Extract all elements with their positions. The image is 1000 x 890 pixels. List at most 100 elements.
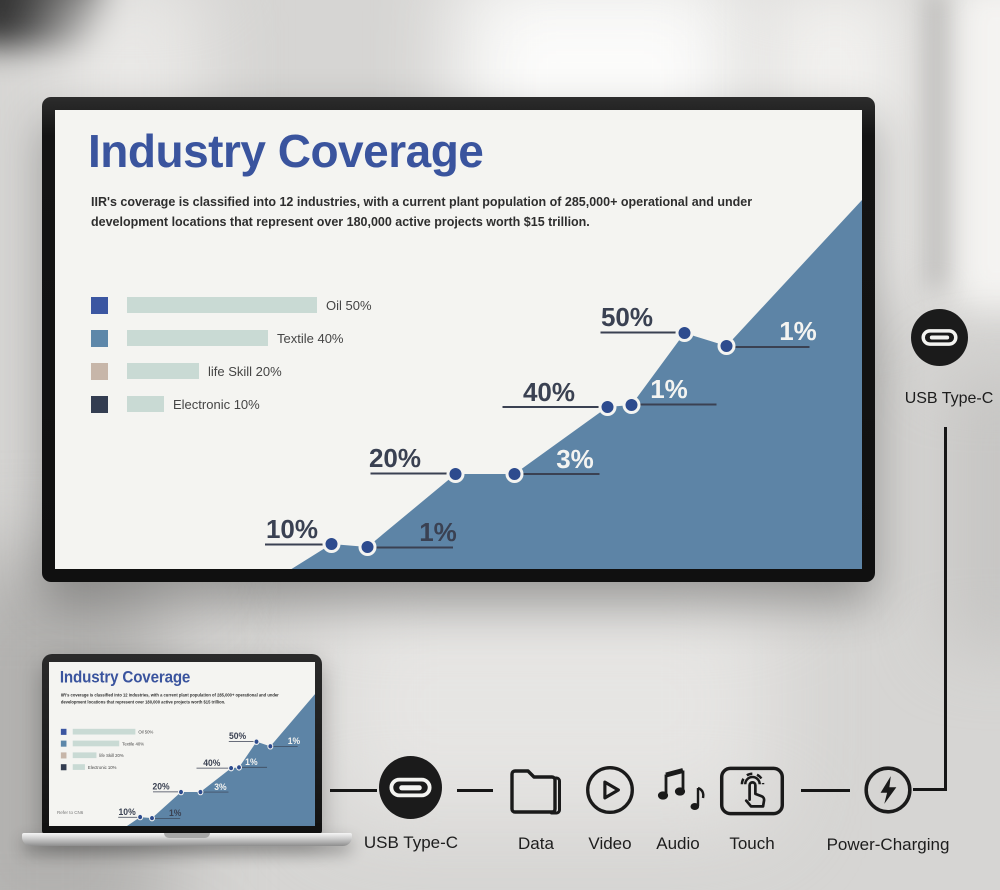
usb-type-c-hub-label: USB Type-C [363, 833, 459, 852]
slide-description: IIR's coverage is classified into 12 ind… [91, 192, 752, 233]
usb-type-c-hub-icon [379, 756, 442, 819]
annotation-labels: 10% 1% 20% 3% 40% 1% 50% 1% [266, 302, 817, 547]
interactive-display: 10% 1% 20% 3% 40% 1% 50% 1% [42, 97, 875, 582]
background-panel [928, 0, 944, 290]
lightning-bolt-icon [862, 764, 914, 816]
laptop: 10% 1% 20% 3% 40% 1% 50% 1% [42, 654, 322, 834]
slide-description: IIR's coverage is classified into 12 ind… [61, 691, 279, 705]
area-series [126, 694, 315, 826]
connector-hub-to-features [457, 789, 493, 792]
legend-item: Oil 50% [60, 728, 154, 735]
legend-label: Electronic 10% [87, 764, 117, 770]
chart-annotation: 40% [523, 377, 575, 407]
background-panel [952, 0, 1000, 310]
legend-swatch [91, 296, 108, 314]
annotation-labels: 10% 1% 20% 3% 40% 1% 50% 1% [119, 731, 301, 818]
legend-bar [72, 764, 85, 770]
feature-label-touch: Touch [729, 834, 775, 853]
chart-annotation: 10% [119, 807, 136, 817]
legend-item: Textile 40% [91, 329, 343, 347]
feature-label-power-charging: Power-Charging [826, 835, 950, 854]
legend-swatch [60, 752, 67, 759]
legend-label: Electronic 10% [173, 396, 260, 412]
laptop-base [22, 833, 352, 846]
chart-annotation: 40% [203, 758, 220, 768]
legend-bar [72, 728, 136, 735]
legend-bar [127, 363, 199, 379]
legend-swatch [60, 728, 67, 735]
chart-annotation: 50% [229, 731, 246, 741]
chart-annotation: 1% [245, 757, 257, 767]
legend-label: Oil 50% [326, 297, 372, 313]
chart-annotation: 1% [650, 374, 688, 404]
legend-item: Electronic 10% [91, 395, 260, 413]
legend-item: Textile 40% [60, 740, 145, 747]
legend-label: Oil 50% [138, 728, 154, 735]
usb-type-c-display-label: USB Type-C [904, 390, 994, 407]
chart-annotation: 1% [169, 808, 181, 818]
usb-c-pill-icon [389, 777, 432, 798]
chart-annotation: 50% [601, 302, 653, 332]
feature-label-audio: Audio [656, 834, 700, 853]
chart-annotation: 1% [288, 736, 300, 746]
fine-print: Refer to CN6 [57, 810, 84, 815]
connector-touch-to-power [801, 789, 850, 792]
legend-bar [127, 297, 317, 313]
slide-description-line: development locations that represent ove… [91, 215, 590, 230]
display-screen: 10% 1% 20% 3% 40% 1% 50% 1% [55, 110, 862, 569]
legend-label: Textile 40% [277, 330, 344, 346]
legend-swatch [60, 740, 67, 747]
legend-swatch [60, 764, 67, 771]
legend-bar [72, 752, 97, 759]
legend-label: life Skill 20% [99, 752, 124, 758]
folder-icon [506, 763, 564, 817]
chart-annotation: 20% [153, 781, 170, 791]
touch-gesture-icon [719, 766, 785, 816]
music-notes-icon [650, 760, 708, 818]
slide-description-line: IIR's coverage is classified into 12 ind… [91, 195, 753, 209]
legend-swatch [91, 395, 108, 413]
legend-label: life Skill 20% [208, 363, 282, 379]
legend-item: life Skill 20% [60, 752, 124, 759]
area-chart: 10% 1% 20% 3% 40% 1% 50% 1% [118, 694, 315, 826]
usb-c-pill-icon [921, 329, 958, 346]
legend-item: Oil 50% [91, 296, 372, 314]
laptop-lid-notch [164, 833, 210, 838]
legend-bar [127, 330, 268, 346]
legend-item: life Skill 20% [91, 362, 282, 380]
data-points [137, 738, 274, 822]
data-points [322, 324, 736, 556]
annotation-underlines [118, 741, 298, 819]
industry-coverage-slide: 10% 1% 20% 3% 40% 1% 50% 1% [55, 110, 862, 569]
chart-annotation: 1% [779, 316, 817, 346]
background-panel [945, 370, 1000, 650]
chart-annotation: 10% [266, 514, 318, 544]
chart-annotation: 20% [369, 443, 421, 473]
feature-label-data: Data [518, 834, 554, 853]
laptop-slide-mirror: 10% 1% 20% 3% 40% 1% 50% 1% [49, 662, 315, 826]
feature-label-video: Video [588, 834, 632, 853]
legend-swatch [91, 329, 108, 347]
chart-annotation: 3% [556, 444, 594, 474]
slide-description-line: IIR's coverage is classified into 12 ind… [60, 692, 279, 698]
area-chart: 10% 1% 20% 3% 40% 1% 50% 1% [265, 200, 862, 569]
connector-elbow-horizontal [913, 788, 947, 791]
usb-type-c-display-icon [911, 309, 968, 366]
play-circle-icon [584, 764, 636, 816]
legend-swatch [91, 362, 108, 380]
annotation-underlines [265, 331, 810, 549]
laptop-screen: 10% 1% 20% 3% 40% 1% 50% 1% [49, 662, 315, 826]
area-series [291, 200, 862, 569]
chart-annotation: 1% [419, 517, 457, 547]
chart-annotation: 3% [214, 782, 226, 792]
slide-title: Industry Coverage [88, 125, 484, 177]
connector-laptop-to-hub [330, 789, 377, 792]
industry-coverage-slide: 10% 1% 20% 3% 40% 1% 50% 1% [49, 662, 315, 826]
legend-bar [72, 740, 120, 747]
connector-display-vertical [944, 427, 947, 791]
legend-bar [127, 396, 164, 412]
slide-title: Industry Coverage [59, 667, 191, 686]
legend-item: Electronic 10% [60, 764, 117, 771]
legend-label: Textile 40% [122, 740, 145, 747]
